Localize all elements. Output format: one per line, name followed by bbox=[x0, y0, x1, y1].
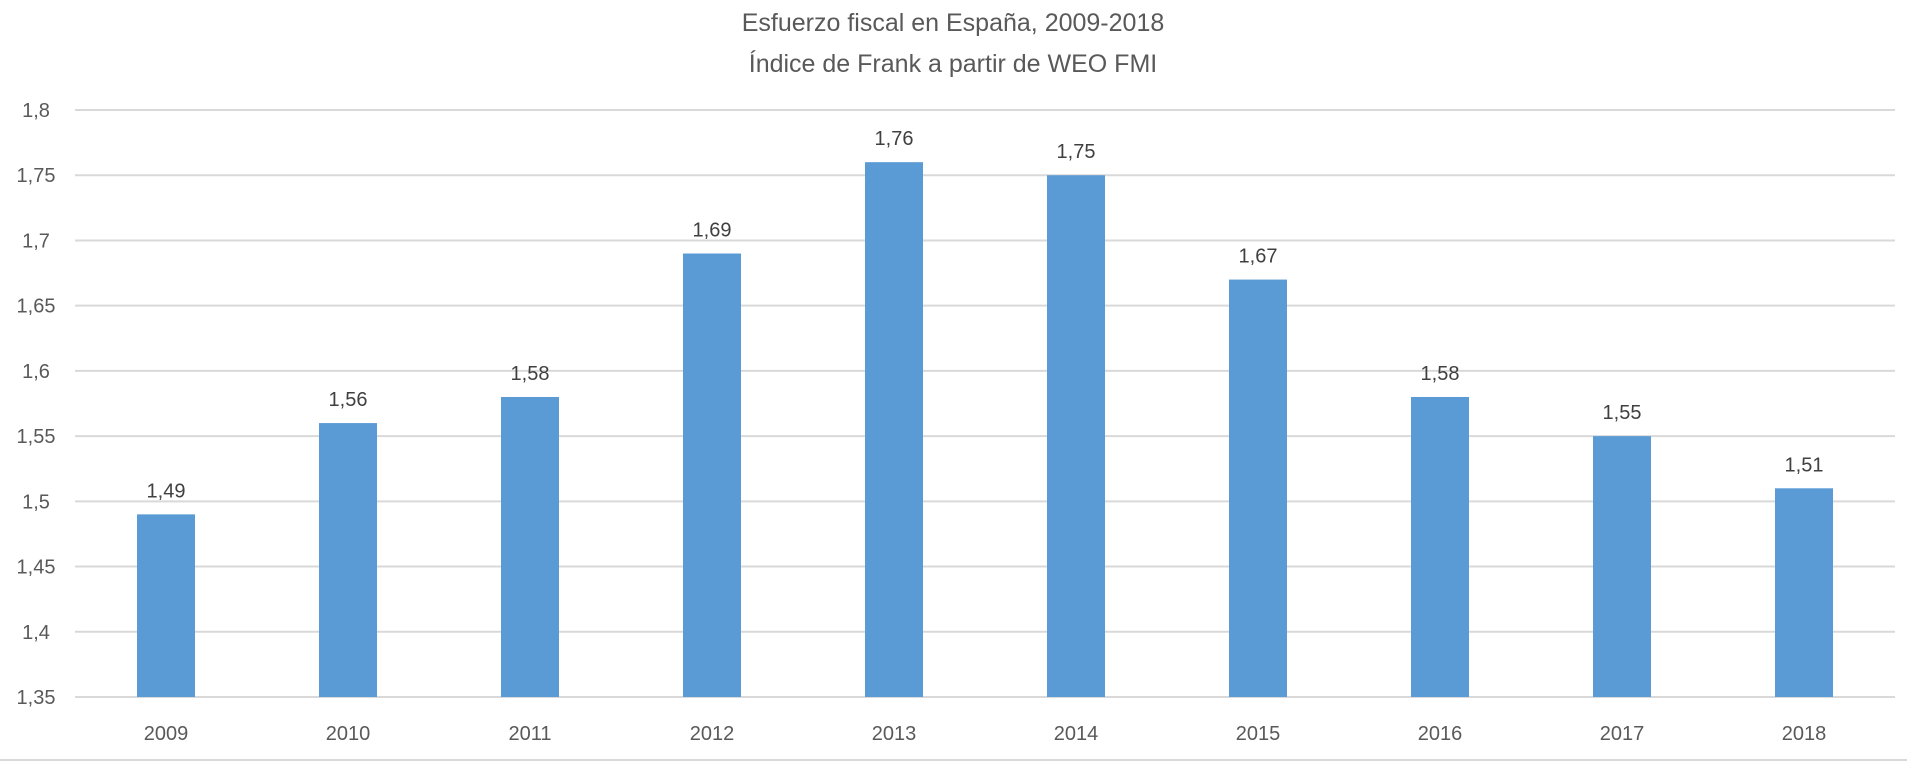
bars bbox=[137, 162, 1833, 697]
data-label: 1,75 bbox=[1057, 141, 1096, 163]
data-labels: 1,49 1,56 1,58 1,69 1,76 1,75 1,67 1,58 1,55 1,51 bbox=[147, 128, 1824, 502]
data-label: 1,58 bbox=[1421, 363, 1460, 385]
data-label: 1,67 bbox=[1239, 246, 1278, 268]
x-tick-label: 2012 bbox=[690, 723, 735, 745]
bar-2017 bbox=[1593, 436, 1651, 697]
x-tick-label: 2010 bbox=[326, 723, 371, 745]
y-tick-label: 1,55 bbox=[17, 426, 56, 448]
bar-2009 bbox=[137, 514, 195, 697]
x-tick-label: 2016 bbox=[1418, 723, 1463, 745]
data-label: 1,58 bbox=[511, 363, 550, 385]
y-axis-ticks: 1,35 1,4 1,45 1,5 1,55 1,6 1,65 1,7 1,75 1,8 bbox=[17, 100, 56, 709]
bar-2014 bbox=[1047, 175, 1105, 697]
chart-title: Esfuerzo fiscal en España, 2009-2018 bbox=[742, 9, 1165, 37]
y-tick-label: 1,35 bbox=[17, 687, 56, 709]
x-tick-label: 2017 bbox=[1600, 723, 1645, 745]
bar-2016 bbox=[1411, 396, 1469, 697]
data-label: 1,76 bbox=[875, 128, 914, 150]
x-axis-ticks: 2009 2010 2011 2012 2013 2014 2015 2016 2017 2018 bbox=[144, 723, 1827, 745]
x-tick-label: 2014 bbox=[1054, 723, 1099, 745]
y-tick-label: 1,75 bbox=[17, 165, 56, 187]
x-tick-label: 2013 bbox=[872, 723, 917, 745]
data-label: 1,55 bbox=[1603, 402, 1642, 424]
gridlines bbox=[75, 109, 1895, 698]
x-tick-label: 2018 bbox=[1782, 723, 1827, 745]
x-tick-label: 2011 bbox=[508, 723, 551, 745]
x-tick-label: 2009 bbox=[144, 723, 189, 745]
data-label: 1,56 bbox=[329, 389, 368, 411]
data-label: 1,49 bbox=[147, 480, 186, 502]
y-tick-label: 1,4 bbox=[22, 622, 50, 644]
bar-2011 bbox=[501, 396, 559, 697]
data-label: 1,69 bbox=[693, 219, 732, 241]
x-tick-label: 2015 bbox=[1236, 723, 1281, 745]
y-tick-label: 1,45 bbox=[17, 557, 56, 579]
y-tick-label: 1,65 bbox=[17, 296, 56, 318]
bar-2018 bbox=[1775, 488, 1833, 697]
y-tick-label: 1,8 bbox=[22, 100, 50, 122]
y-tick-label: 1,5 bbox=[22, 491, 50, 513]
bar-2012 bbox=[683, 253, 741, 697]
data-label: 1,51 bbox=[1785, 454, 1824, 476]
chart-subtitle: Índice de Frank a partir de WEO FMI bbox=[749, 49, 1157, 78]
y-tick-label: 1,7 bbox=[22, 230, 50, 252]
bar-2010 bbox=[319, 423, 377, 697]
bar-2013 bbox=[865, 162, 923, 697]
bar-2015 bbox=[1229, 279, 1287, 697]
y-tick-label: 1,6 bbox=[22, 361, 50, 383]
